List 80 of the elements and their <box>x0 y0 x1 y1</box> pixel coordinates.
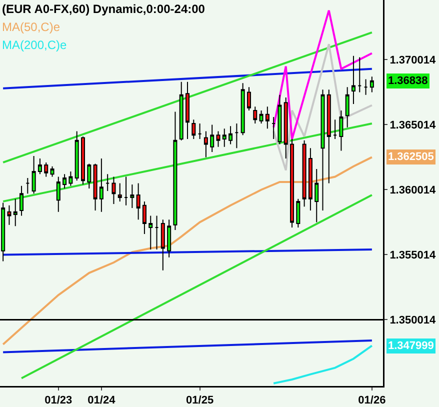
y-tick-label: 1.360014 <box>390 184 436 196</box>
candlestick <box>50 166 54 178</box>
candlestick <box>173 111 178 231</box>
candlestick <box>26 178 30 194</box>
candlestick <box>222 128 226 148</box>
candlestick <box>167 219 172 258</box>
y-tick-label: 1.370014 <box>390 54 436 66</box>
candlestick <box>142 200 146 234</box>
candlestick <box>302 140 306 208</box>
candlestick <box>284 96 288 160</box>
candlestick <box>326 89 331 184</box>
candlestick <box>106 174 110 192</box>
candlestick <box>179 81 184 141</box>
text: MA(200,C)e <box>2 38 68 52</box>
candlestick <box>124 176 128 206</box>
candlestick <box>296 198 300 228</box>
candlestick <box>234 122 239 149</box>
candlestick <box>130 184 134 208</box>
candlestick <box>216 130 220 148</box>
candlestick <box>7 204 12 226</box>
candlestick <box>13 198 18 227</box>
candlestick <box>80 136 85 186</box>
x-tick-label: 01/26 <box>358 394 386 407</box>
candlestick <box>204 130 208 158</box>
chart-title: (EUR A0-FX,60) Dynamic,0:00-24:00 <box>2 2 206 16</box>
candlestick <box>93 163 98 212</box>
candlestick <box>339 110 344 152</box>
y-tick-label: 1.350014 <box>390 314 436 326</box>
candlestick <box>333 119 338 140</box>
candlestick <box>278 94 282 145</box>
candlestick <box>192 119 196 140</box>
candlestick <box>272 116 276 140</box>
x-tick-label: 01/23 <box>44 394 72 407</box>
candlestick <box>358 56 362 93</box>
candlestick <box>62 174 67 189</box>
candlestick <box>290 138 294 228</box>
candlestick <box>99 158 104 212</box>
candlestick <box>136 182 140 220</box>
line-series <box>272 344 373 384</box>
y-tick-label: 1.365014 <box>390 119 436 132</box>
candlestick <box>56 176 60 212</box>
candlestick <box>20 185 24 216</box>
candlestick <box>265 106 270 130</box>
candlestick <box>210 124 214 153</box>
candlestick <box>345 86 350 128</box>
y-tick-label: 1.355014 <box>390 249 436 262</box>
candlestick <box>314 168 319 223</box>
candlestick <box>246 86 251 111</box>
candlestick <box>351 55 356 104</box>
candlestick <box>240 82 245 136</box>
candlestick <box>320 89 325 212</box>
text: 1.36838 <box>388 75 428 87</box>
candlestick <box>68 171 73 186</box>
candlestick <box>364 78 368 96</box>
candlestick <box>32 155 36 194</box>
x-tick-label: 01/24 <box>88 394 116 407</box>
candlestick <box>228 126 233 145</box>
line-series <box>2 156 373 346</box>
candlestick <box>253 106 258 124</box>
data-label: 1.362505 <box>388 151 434 163</box>
candlestick <box>44 162 48 178</box>
candlestick <box>87 163 92 189</box>
x-tick-label: 01/25 <box>186 394 214 407</box>
line-series <box>272 43 373 172</box>
candlestick <box>308 148 312 212</box>
candlestick <box>186 81 190 140</box>
candlestick <box>118 182 122 202</box>
candlestick <box>74 130 79 182</box>
data-label: 1.347999 <box>388 340 434 352</box>
candlestick <box>160 219 165 271</box>
candlestick <box>1 202 6 262</box>
candlestick <box>148 215 153 250</box>
line-series <box>272 9 373 140</box>
text: MA(50,C)e <box>2 20 60 34</box>
candlestick <box>370 76 374 93</box>
candlestick <box>198 122 202 140</box>
candlestick <box>112 176 116 205</box>
candlestick <box>38 158 42 175</box>
candlestick <box>259 110 264 124</box>
candlestick <box>154 215 159 250</box>
